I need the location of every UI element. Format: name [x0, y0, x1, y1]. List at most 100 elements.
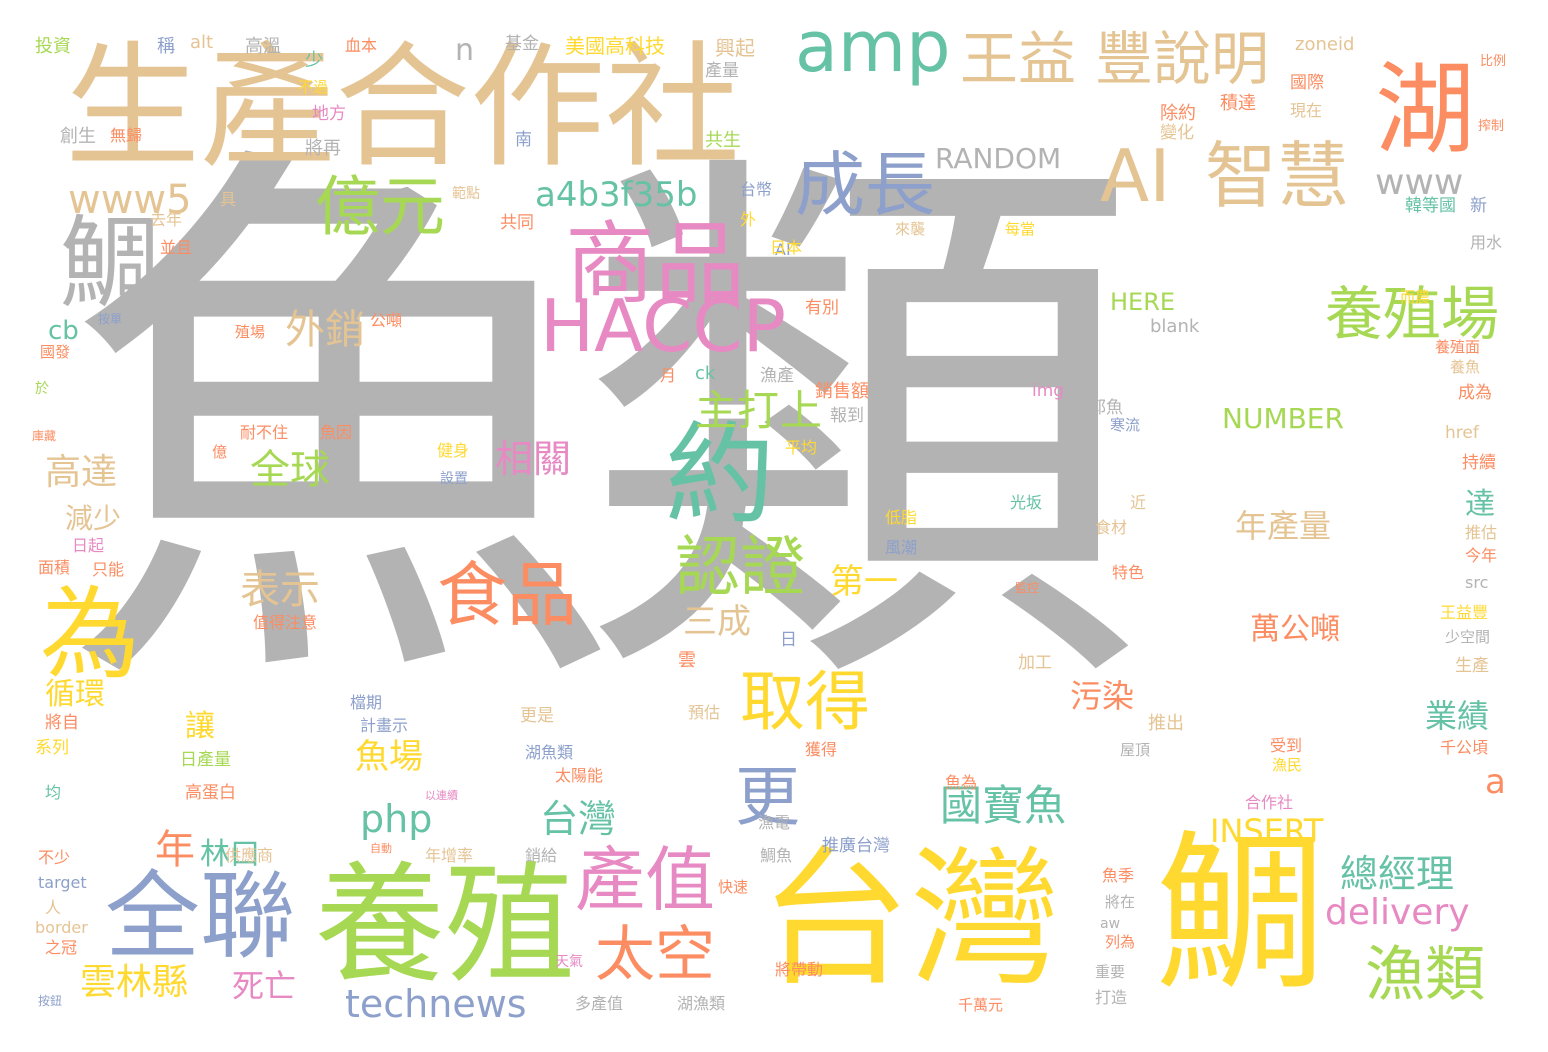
cloud-word: 國際	[1290, 73, 1324, 93]
cloud-word: 吳郭魚	[1072, 398, 1123, 418]
cloud-word: 總經理	[1340, 852, 1455, 896]
cloud-word: 養生	[775, 268, 808, 287]
cloud-word: 持續	[1462, 453, 1496, 473]
cloud-word: 國發	[40, 343, 71, 361]
cloud-word: 變化	[1160, 123, 1194, 143]
cloud-word: 千萬元	[958, 996, 1004, 1014]
cloud-word: a4b3f35b	[535, 175, 698, 215]
cloud-word: 將自	[45, 713, 79, 733]
cloud-word: 按單	[98, 312, 123, 326]
cloud-word: 地方	[312, 104, 346, 124]
cloud-word: 月	[660, 366, 677, 385]
cloud-word: 新	[1470, 196, 1487, 216]
cloud-word: www5	[68, 177, 192, 223]
cloud-word: 約	[665, 411, 775, 539]
cloud-word: 推出	[1148, 713, 1184, 734]
cloud-word: 特色	[1112, 563, 1145, 582]
cloud-word: 報到	[830, 406, 864, 426]
cloud-word: 積達	[1220, 93, 1256, 114]
cloud-word: 投資	[35, 36, 71, 57]
cloud-word: 現在	[1290, 101, 1323, 120]
cloud-word: 更是	[520, 706, 554, 726]
cloud-word: href	[1445, 423, 1479, 443]
cloud-word: 列為	[1105, 933, 1136, 951]
cloud-word: 生產合作社	[65, 29, 740, 186]
cloud-word: 鯛魚	[760, 846, 793, 865]
cloud-word: 億	[212, 443, 228, 461]
cloud-word: aw	[1100, 916, 1121, 932]
cloud-word: technews	[345, 982, 527, 1026]
cloud-word: 共同	[500, 213, 534, 233]
cloud-word: 創生	[60, 126, 96, 147]
cloud-word: 用水	[1470, 233, 1503, 252]
cloud-word: 均	[45, 783, 62, 802]
cloud-word: 死亡	[232, 967, 297, 1005]
cloud-word: 外	[740, 210, 757, 229]
cloud-word: 主打	[695, 386, 780, 435]
cloud-word: 健身	[437, 441, 470, 460]
cloud-word: 設置	[440, 471, 468, 487]
cloud-word: 漁產	[760, 366, 794, 386]
cloud-word: HACCP	[540, 284, 787, 368]
cloud-word: 食品	[437, 554, 577, 636]
cloud-word: 基金	[505, 34, 539, 54]
cloud-word: 多產值	[575, 994, 624, 1013]
cloud-word: 合作社	[1245, 793, 1294, 812]
cloud-word: 耐不住	[240, 423, 289, 442]
cloud-word: 全聯	[105, 862, 296, 972]
cloud-word: AI	[775, 240, 791, 259]
cloud-word: 不少	[38, 848, 71, 867]
cloud-word: 南	[515, 130, 532, 150]
cloud-word: 重要	[1095, 963, 1126, 981]
cloud-word: 食材	[1095, 518, 1128, 537]
cloud-word: 並且	[160, 238, 193, 257]
cloud-word: AI	[1100, 134, 1171, 218]
cloud-word: a	[1485, 762, 1506, 802]
cloud-word: 台幣	[740, 180, 773, 199]
cloud-word: 之冠	[45, 938, 78, 957]
cloud-word: 推廣台灣	[822, 836, 890, 856]
cloud-word: 將再	[305, 138, 341, 159]
cloud-word: 日	[780, 630, 797, 650]
cloud-word: 比例	[1480, 54, 1507, 69]
cloud-word: 快速	[718, 878, 749, 896]
cloud-word: delivery	[1325, 892, 1470, 933]
cloud-word: 面積	[38, 558, 71, 577]
cloud-word: 智慧	[1205, 134, 1350, 218]
cloud-word: 不過	[298, 78, 329, 96]
cloud-word: 去年	[150, 210, 183, 229]
cloud-word: 來襲	[895, 220, 926, 238]
cloud-word: 魚為	[945, 773, 978, 792]
cloud-word: 韓等國	[1405, 196, 1456, 216]
cloud-word: 稱	[157, 36, 175, 57]
cloud-word: 共生	[705, 130, 741, 151]
cloud-word: 太空	[595, 920, 715, 990]
cloud-word: 上	[780, 386, 823, 435]
cloud-word: 高溫	[245, 36, 281, 57]
cloud-word: 漁電	[758, 813, 791, 832]
cloud-word: 日產量	[180, 750, 231, 770]
cloud-word: 湖魚類	[525, 743, 574, 762]
cloud-word: 千公頃	[1440, 738, 1489, 757]
cloud-word: 相關	[495, 437, 572, 481]
cloud-word: 光坂	[1010, 493, 1043, 512]
cloud-word: 養殖場	[1325, 280, 1500, 348]
cloud-word: 以連續	[425, 789, 458, 802]
cloud-word: 生產	[1455, 656, 1489, 676]
cloud-word: 日起	[72, 536, 105, 555]
cloud-word: 外銷	[285, 307, 365, 353]
cloud-word: 日本	[770, 238, 803, 257]
cloud-word: 王益豐	[1440, 603, 1489, 622]
cloud-word: 屋頂	[1120, 741, 1151, 759]
cloud-word: 殖場	[235, 323, 266, 341]
cloud-word: 興起	[715, 36, 755, 60]
cloud-word: zoneid	[1295, 34, 1355, 55]
cloud-word: 具	[220, 190, 237, 209]
cloud-word: 年產量	[1235, 507, 1332, 545]
cloud-word: 人	[45, 898, 62, 917]
cloud-word: 業績	[1425, 697, 1490, 735]
cloud-word: 王益	[960, 25, 1077, 93]
cloud-word: 少	[305, 50, 323, 71]
cloud-word: 自動	[370, 842, 392, 855]
cloud-word: 污染	[1070, 677, 1135, 715]
